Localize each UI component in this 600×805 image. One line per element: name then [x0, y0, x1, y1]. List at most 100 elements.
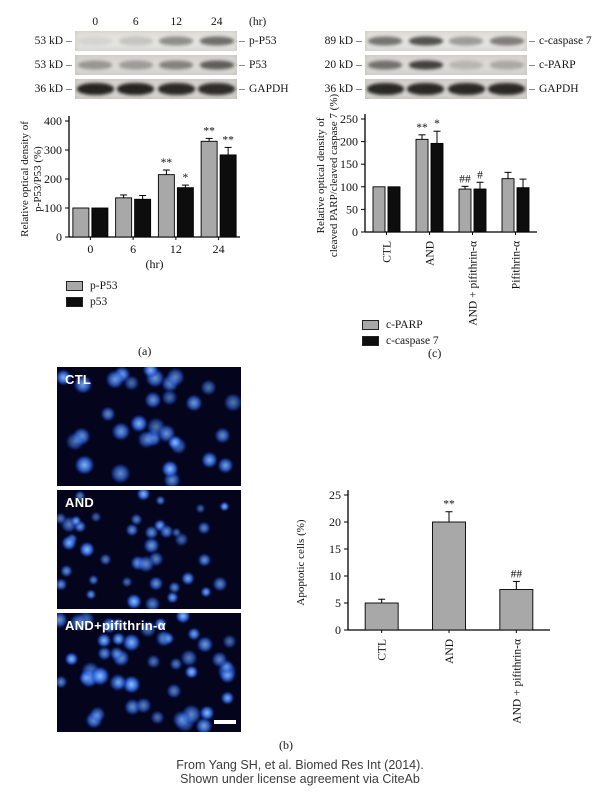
bar [499, 589, 534, 631]
bar [516, 187, 530, 233]
cell-nucleus [89, 706, 106, 723]
cell-nucleus [65, 652, 78, 666]
cell-nucleus [62, 536, 76, 550]
cell-nucleus [111, 617, 125, 632]
blot-band [449, 36, 484, 46]
cell-nucleus [200, 705, 215, 720]
cell-nucleus [181, 572, 195, 585]
cell-nucleus [57, 613, 68, 628]
cell-nucleus [166, 683, 181, 698]
cell-nucleus [138, 431, 156, 449]
blot-band [159, 60, 194, 70]
cell-nucleus [144, 538, 160, 554]
cell-nucleus [106, 370, 124, 389]
cell-nucleus [145, 596, 160, 609]
blot-band [118, 60, 153, 70]
blot-band [488, 83, 526, 95]
x-tick-label: AND [425, 241, 437, 266]
molecular-weight-label: 20 kD [324, 59, 353, 71]
y-tick-label: 25 [329, 488, 341, 502]
cell-nucleus [110, 464, 130, 483]
blot-band [157, 83, 195, 95]
cell-nucleus [195, 504, 205, 514]
p53-chart-legend: p-P53 p53 [66, 280, 117, 312]
blot-band [489, 36, 524, 46]
blot-a-lane-headers: 0 6 12 24 (hr) [19, 12, 289, 28]
blot-strip [365, 79, 527, 99]
legend-label: p-P53 [90, 280, 118, 292]
molecular-weight-label: 36 kD [324, 83, 353, 95]
tick-dash: – [356, 35, 362, 47]
micrograph-label: CTL [65, 372, 92, 387]
y-tick-label: 250 [340, 112, 358, 126]
panel-a-label: (a) [138, 344, 152, 358]
cell-nucleus [138, 556, 154, 572]
bar [219, 154, 237, 238]
cell-nucleus [135, 697, 151, 714]
blot-band [76, 83, 114, 95]
significance-label: ** [416, 122, 428, 134]
cell-nucleus [161, 460, 178, 478]
blot-strip [75, 31, 237, 51]
legend-item: p-P53 [66, 280, 117, 292]
blot-band [199, 60, 234, 70]
cell-nucleus [98, 646, 112, 660]
cell-nucleus [86, 590, 96, 600]
legend-swatch-gray [66, 281, 83, 291]
cell-nucleus [91, 667, 110, 686]
blot-band [408, 60, 443, 70]
parp-chart-legend: c-PARP c-caspase 7 [362, 319, 439, 351]
cell-nucleus [198, 521, 211, 535]
cell-nucleus [126, 594, 141, 609]
bar [91, 207, 109, 238]
cell-nucleus [57, 513, 67, 524]
y-tick-label: 50 [346, 202, 358, 216]
tick-dash: – [356, 83, 362, 95]
cell-nucleus [79, 671, 92, 684]
cell-nucleus [140, 621, 157, 637]
cell-nucleus [97, 633, 112, 648]
panel-c-label: (c) [428, 346, 442, 360]
molecular-weight-label: 53 kD [34, 59, 63, 71]
bar [157, 174, 175, 238]
x-tick-label: 6 [130, 242, 136, 256]
blot-band [368, 60, 403, 70]
fluorescence-panel-stack: CTL AND AND+pifithrin-α [57, 367, 241, 732]
y-axis-label: p-P53/P53 (%) [32, 146, 44, 212]
scale-bar [214, 720, 236, 724]
cell-nucleus [198, 553, 211, 567]
y-tick-label: 10 [329, 569, 341, 583]
x-tick-label: CTL [377, 639, 389, 661]
blot-band [117, 83, 155, 95]
lane-label: 6 [132, 16, 139, 28]
blot-band [198, 83, 236, 95]
blot-band [78, 36, 113, 46]
tick-dash: – [529, 35, 535, 47]
y-axis-label: cleaved PARP/cleaved caspase 7 (%) [328, 94, 340, 258]
bar [432, 521, 466, 631]
significance-label: * [183, 172, 189, 184]
blot-strip [365, 55, 527, 75]
tick-dash: – [239, 83, 245, 95]
bar [387, 186, 401, 233]
lane-unit-label: (hr) [249, 16, 267, 28]
blot-strip [75, 79, 237, 99]
apoptotic-cells-bar-chart: 0 5 10 15 20 25 CTL AND ** AND + pifithrin-α ## Apo… [295, 488, 550, 724]
protein-label: GAPDH [249, 83, 289, 95]
cell-nucleus [75, 491, 85, 501]
x-tick-label: 0 [87, 242, 93, 256]
significance-label: * [434, 118, 440, 130]
cell-nucleus [123, 675, 141, 694]
bar [458, 188, 472, 233]
blot-c-rows: 89 kD – – c-caspase 7 20 kD – – c-PARP 36 kD – – GA… [309, 31, 592, 99]
x-axis-label: (hr) [146, 257, 164, 271]
cell-nucleus [201, 379, 217, 395]
bar [200, 140, 218, 238]
cell-nucleus [154, 617, 167, 630]
cell-nucleus [160, 524, 174, 539]
cell-nucleus [121, 576, 133, 588]
tick-dash: – [239, 59, 245, 71]
cell-nucleus [112, 632, 125, 646]
cell-nucleus [69, 614, 87, 632]
